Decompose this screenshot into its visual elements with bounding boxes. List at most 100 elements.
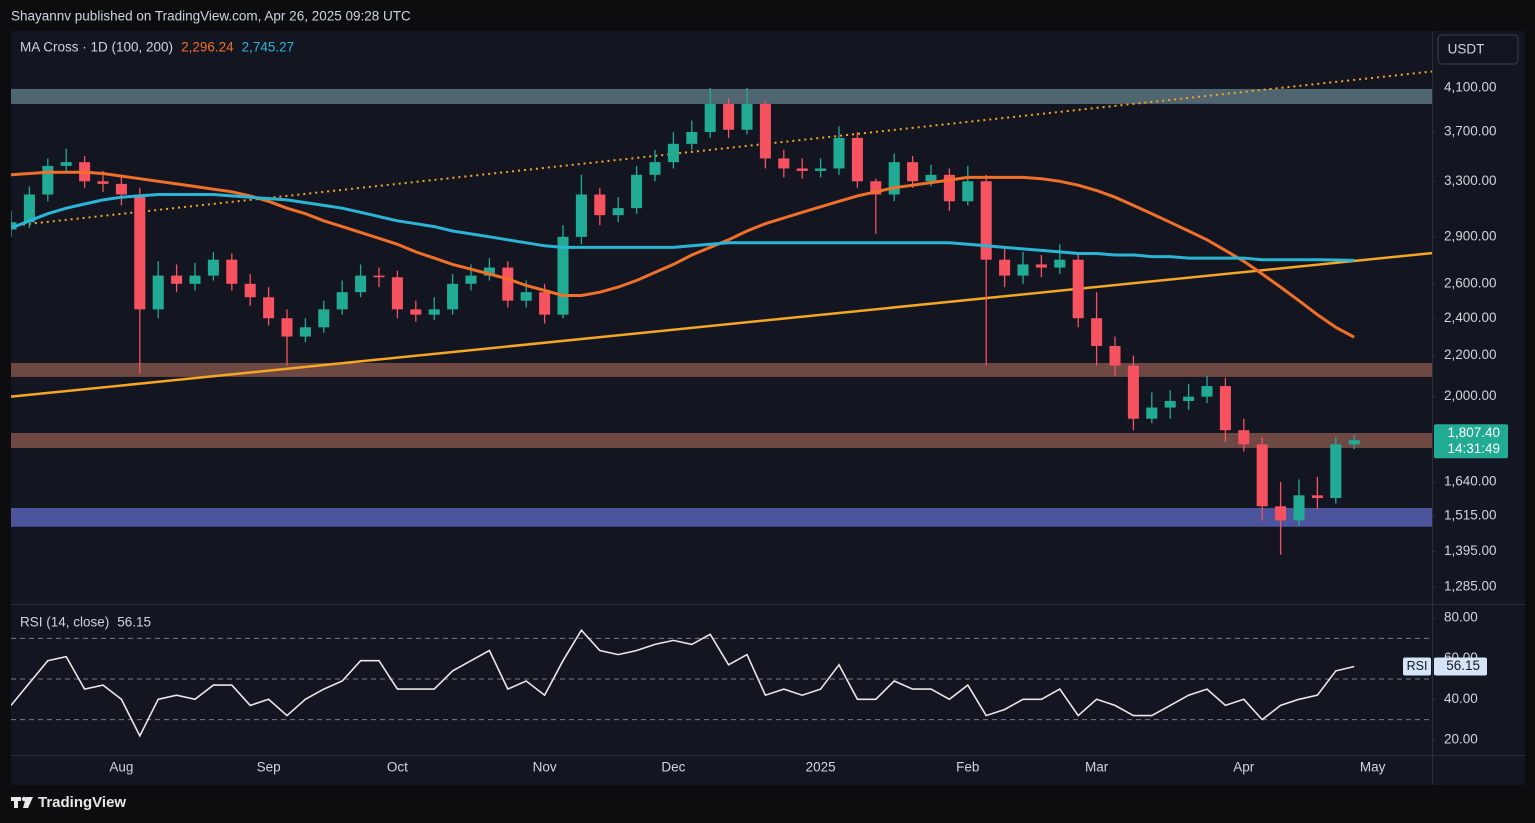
candle-body [1311,495,1323,499]
candle-body [1072,259,1084,319]
candle-body [391,277,403,310]
candle-body [23,194,35,223]
currency-button[interactable] [1437,34,1519,65]
candle-body [575,194,587,237]
candle-body [851,137,863,182]
candle-body [1091,318,1103,346]
candle-body [1201,386,1213,397]
y-tick-label: 2,000.00 [1444,388,1497,403]
x-tick-label: 2025 [806,760,836,775]
y-tick-label: 1,285.00 [1444,578,1497,593]
candle-body [373,275,385,278]
candle-body [1109,345,1121,366]
candle-body [410,309,422,315]
candle-body [1275,506,1287,521]
candle-body [1348,440,1360,445]
candle-body [465,275,477,284]
candle-body [428,309,440,315]
last-price-box [1434,424,1508,459]
ma-value: 2,296.24 [181,40,234,55]
candle-body [1183,396,1195,401]
candle-body [244,283,256,298]
candle-body [649,162,661,175]
candle-body [1035,264,1047,268]
header: Shayannv published on TradingView.com, A… [11,9,411,24]
candle-body [833,137,845,169]
zone [11,88,1432,104]
candle-body [631,174,643,209]
x-tick-label: Dec [661,760,685,775]
zone [11,362,1432,377]
y-tick-label: 4,100.00 [1444,79,1497,94]
countdown: 14:31:49 [1447,441,1500,456]
y-tick-label: 20.00 [1444,732,1478,747]
candle-body [1293,495,1305,521]
candle-body [483,267,495,276]
y-tick-label: 2,200.00 [1444,347,1497,362]
x-tick-label: Feb [956,760,979,775]
y-tick-label: 3,700.00 [1444,124,1497,139]
candle-body [667,143,679,163]
rsi-pane [11,628,1432,738]
candle-body [686,132,698,144]
footer-brand: TradingView [38,794,126,811]
candle-body [815,168,827,171]
rsi-value: 56.15 [1446,658,1480,673]
x-tick-label: Oct [387,760,408,775]
candle-body [97,181,109,184]
y-tick-label: 2,900.00 [1444,228,1497,243]
candle-body [263,297,275,319]
candle-body [1219,386,1231,431]
candle-body [1054,259,1066,268]
rsi-tag-box [1403,657,1431,676]
currency[interactable]: USDT [1448,42,1485,57]
candle-body [870,181,882,195]
candle-body [723,103,735,130]
zone [11,507,1432,527]
candle-body [557,236,569,315]
candle-body [1164,400,1176,408]
candle-body [999,259,1011,276]
indicator-label: MA Cross · 1D (100, 200) [20,40,173,55]
candle-body [318,309,330,328]
y-tick-label: 1,640.00 [1444,474,1497,489]
candle-body [1017,264,1029,276]
candle-body [189,275,201,284]
axes: 4,100.00 3,700.00 3,300.00 2,900.00 2,600.00… [20,40,1508,775]
candle-body [796,168,808,171]
candle-body [539,292,551,315]
rsi-value-box [1434,657,1487,676]
rsi-legend-value: 56.15 [117,615,151,630]
candle-body [943,174,955,202]
last-price: 1,807.40 [1447,425,1500,440]
y-tick-label: 40.00 [1444,691,1478,706]
candle-body [1330,444,1342,499]
ma-value: 2,745.27 [242,40,295,55]
y-tick-label: 1,515.00 [1444,508,1497,523]
candle-body [1256,444,1268,507]
candle-body [1146,407,1158,419]
candle-body [888,162,900,195]
candle-body [594,194,606,216]
candle-body [115,183,127,195]
candle-body [60,162,72,166]
candle-body [925,174,937,182]
x-tick-label: Apr [1233,760,1255,775]
x-tick-label: May [1360,760,1386,775]
rsi-line [11,628,1355,738]
candle-body [152,275,164,310]
candle-body [980,181,992,260]
logo [11,796,33,808]
candle-body [171,275,183,284]
trendline [11,251,1432,398]
candle-body [355,275,367,293]
y-tick-label: 80.00 [1444,610,1478,625]
rsi-tag: RSI [1407,659,1428,673]
x-tick-label: Aug [109,760,133,775]
candle-body [520,292,532,301]
candle-body [1238,430,1250,445]
candle-body [281,318,293,337]
candle-body [299,327,311,337]
